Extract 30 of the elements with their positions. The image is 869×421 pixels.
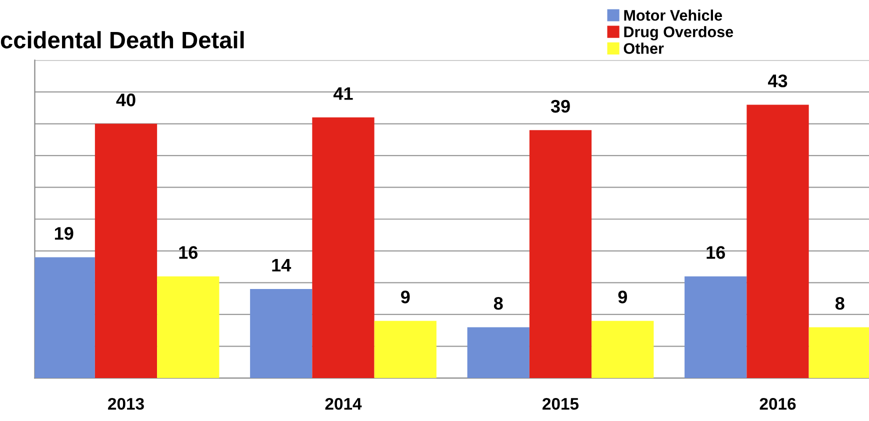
legend-label: Drug Overdose: [624, 26, 734, 40]
legend-label: Motor Vehicle: [624, 10, 722, 21]
x-tick-label: 2015: [542, 398, 579, 410]
bar: [312, 117, 374, 378]
x-tick-label: 2013: [108, 398, 144, 410]
data-label: 14: [272, 259, 292, 272]
bar: [467, 327, 530, 378]
data-label: 8: [835, 296, 844, 310]
data-label: 43: [768, 74, 788, 88]
data-label: 16: [179, 246, 198, 259]
data-label: 9: [618, 290, 627, 304]
bar: [592, 320, 654, 378]
bar: [684, 276, 747, 378]
data-label: 9: [400, 290, 410, 304]
bar: [374, 320, 436, 378]
bar: [157, 276, 220, 378]
bar: [250, 289, 312, 378]
data-label: 16: [706, 246, 726, 259]
data-label: 8: [494, 296, 503, 310]
bar: [529, 130, 592, 378]
bar: [746, 104, 809, 378]
data-label: 19: [54, 227, 74, 240]
chart-title: ccidental Death Detail: [0, 31, 244, 48]
data-label: 41: [333, 87, 353, 100]
bar: [94, 124, 158, 378]
data-label: 39: [550, 100, 570, 113]
x-tick-label: 2016: [760, 398, 796, 410]
data-label: 40: [116, 94, 136, 106]
legend-label: Other: [624, 42, 664, 54]
x-tick-label: 2014: [325, 398, 362, 410]
